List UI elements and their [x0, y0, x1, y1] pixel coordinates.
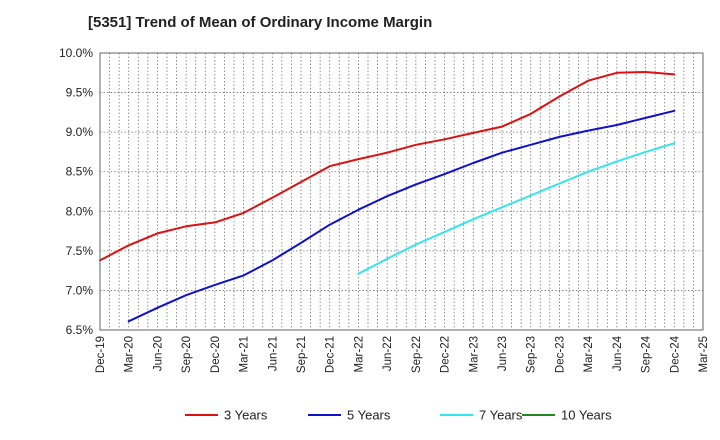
legend-label: 7 Years	[479, 408, 523, 423]
x-tick-label: Dec-23	[554, 336, 566, 373]
plot-area	[99, 52, 704, 331]
x-tick-label: Dec-24	[669, 335, 681, 373]
y-tick-label: 10.0%	[59, 46, 93, 60]
series-lines	[99, 71, 676, 323]
x-tick-label: Mar-22	[353, 336, 365, 372]
x-tick-label: Dec-20	[210, 336, 222, 373]
x-tick-label: Jun-21	[267, 336, 279, 371]
x-tick-label: Jun-20	[152, 336, 164, 371]
legend-label: 10 Years	[561, 408, 612, 423]
grid	[100, 53, 703, 330]
series-line	[127, 109, 676, 323]
x-tick-label: Sep-20	[181, 336, 193, 373]
x-tick-label: Jun-24	[612, 335, 624, 371]
x-tick-label: Sep-23	[526, 336, 538, 373]
x-tick-label: Mar-23	[468, 336, 480, 372]
legend-label: 3 Years	[224, 408, 268, 423]
y-axis-ticks: 10.0% 9.5% 9.0% 8.5% 8.0% 7.5% 7.0% 6.5%	[59, 46, 93, 337]
legend-label: 5 Years	[347, 408, 391, 423]
x-tick-label: Sep-24	[641, 335, 653, 373]
y-tick-label: 9.5%	[66, 86, 94, 100]
x-tick-label: Mar-21	[239, 336, 251, 372]
y-tick-label: 8.5%	[66, 165, 94, 179]
series-line	[357, 142, 676, 275]
x-tick-label: Jun-22	[382, 336, 394, 371]
y-tick-label: 8.0%	[66, 204, 94, 218]
x-tick-label: Mar-25	[698, 336, 710, 372]
chart-title: [5351] Trend of Mean of Ordinary Income …	[88, 14, 433, 31]
x-tick-label: Sep-21	[296, 336, 308, 373]
x-tick-label: Sep-22	[411, 336, 423, 373]
y-tick-label: 7.5%	[66, 244, 94, 258]
x-tick-label: Jun-23	[497, 336, 509, 371]
y-tick-label: 7.0%	[66, 283, 94, 297]
y-tick-label: 6.5%	[66, 323, 94, 337]
x-tick-label: Dec-21	[325, 336, 337, 373]
x-tick-label: Mar-24	[583, 335, 595, 372]
x-axis-ticks: Dec-19 Mar-20 Jun-20 Sep-20 Dec-20 Mar-21 Jun-…	[95, 335, 710, 373]
x-tick-label: Dec-22	[440, 336, 452, 373]
series-line	[99, 71, 676, 262]
x-tick-label: Mar-20	[124, 336, 136, 372]
y-tick-label: 9.0%	[66, 125, 94, 139]
x-tick-label: Dec-19	[95, 336, 107, 373]
legend: 3 Years 5 Years 7 Years 10 Years	[185, 408, 612, 423]
